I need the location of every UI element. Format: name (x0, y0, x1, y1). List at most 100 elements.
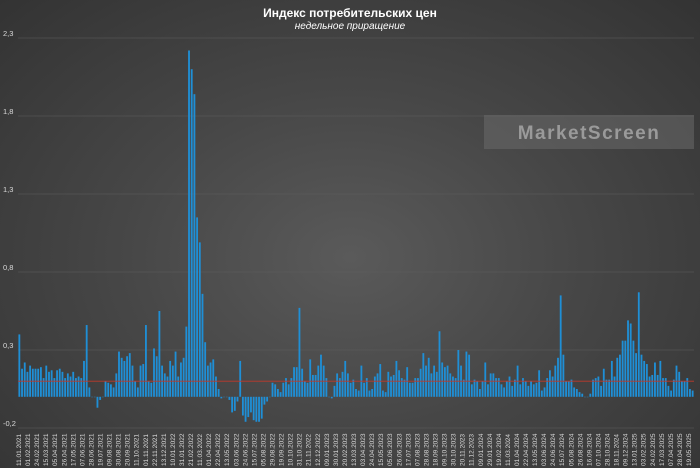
x-tick-label: 31.01.2022 (179, 433, 186, 466)
bar (387, 371, 390, 397)
x-tick-label: 07.04.2025 (668, 433, 675, 466)
bar (683, 381, 686, 397)
x-tick-label: 16.09.2024 (586, 433, 593, 466)
bar (285, 378, 287, 397)
x-tick-label: 19.02.2024 (496, 433, 503, 466)
bar (643, 360, 646, 397)
x-tick-label: 26.06.2023 (396, 433, 403, 466)
x-tick-label: 03.04.2023 (360, 433, 367, 466)
bar (495, 378, 497, 397)
bar (462, 379, 465, 397)
x-tick-label: 09.10.2023 (442, 433, 449, 466)
x-tick-label: 09.01.2024 (478, 433, 485, 466)
bar (50, 370, 53, 397)
bar (443, 367, 446, 397)
x-tick-label: 09.12.2024 (623, 433, 630, 466)
bar (166, 376, 169, 397)
bar (204, 342, 207, 397)
bar (282, 382, 285, 397)
bar-layer (18, 50, 694, 422)
watermark-text: MarketScreen (518, 123, 661, 144)
bar (169, 360, 172, 397)
bar (538, 370, 541, 397)
bar (457, 350, 460, 397)
bar (145, 325, 147, 397)
bar (142, 364, 145, 397)
bar (163, 373, 166, 397)
x-tick-label: 24.02.2021 (34, 433, 41, 466)
bar (449, 373, 452, 397)
x-tick-label: 10.01.2022 (170, 433, 177, 466)
bar (357, 390, 360, 397)
bar (562, 354, 565, 397)
bar (419, 368, 422, 397)
bar (31, 368, 34, 397)
bar (104, 381, 107, 397)
bar (150, 382, 153, 397)
bar (290, 378, 293, 397)
bar (177, 376, 180, 397)
bar (570, 379, 573, 397)
bar (438, 331, 441, 397)
x-tick-label: 26.08.2024 (577, 433, 584, 466)
x-tick-label: 11.03.2022 (197, 434, 204, 466)
bar (37, 368, 40, 397)
bar (247, 396, 250, 418)
y-tick-label: 1,8 (3, 107, 13, 116)
bar (231, 396, 234, 413)
bar (417, 378, 419, 397)
bar (352, 379, 355, 397)
x-tick-label: 17.07.2023 (405, 433, 412, 466)
bar (77, 376, 80, 397)
bar (72, 371, 75, 397)
bar (217, 389, 220, 397)
x-tick-label: 15.05.2023 (378, 433, 385, 466)
x-tick-label: 19.07.2021 (97, 433, 104, 466)
x-tick-label: 05.06.2023 (387, 433, 394, 466)
bar (473, 379, 476, 397)
bar (411, 382, 414, 397)
bar (680, 381, 683, 397)
grid-layer (18, 37, 694, 429)
x-tick-label: 22.04.2024 (523, 433, 530, 466)
bar (263, 396, 266, 405)
bar (522, 378, 524, 397)
bar (373, 376, 376, 397)
bar (66, 373, 69, 397)
bar (115, 373, 118, 397)
bar (112, 387, 115, 397)
x-tick-label: 30.10.2023 (451, 433, 458, 466)
bar (664, 378, 667, 397)
bar (543, 387, 546, 397)
x-tick-label: 18.11.2024 (614, 434, 621, 466)
y-tick-label: 0,3 (3, 341, 13, 350)
bar (298, 307, 301, 397)
x-tick-label: 01.04.2022 (206, 433, 213, 466)
bar (487, 384, 489, 397)
y-axis: -0,2 0,3 0,8 1,3 1,8 2,3 (3, 29, 16, 428)
x-tick-label: 19.05.2025 (686, 433, 693, 466)
x-tick-label: 17.03.2025 (659, 433, 666, 466)
bar (478, 389, 481, 397)
bar (314, 374, 317, 397)
bar (662, 378, 664, 397)
bar (96, 396, 99, 408)
bar (452, 376, 454, 397)
bar (527, 385, 530, 397)
x-tick-label: 10.10.2022 (288, 433, 295, 466)
bar (18, 334, 21, 397)
x-tick-label: 21.02.2022 (188, 433, 195, 466)
bar (83, 360, 85, 397)
bar (481, 381, 484, 397)
x-tick-label: 11.12.2023 (469, 434, 476, 466)
bar (23, 362, 26, 397)
bar (258, 396, 260, 422)
x-tick-label: 20.09.2021 (125, 433, 132, 466)
bar (295, 367, 298, 397)
x-tick-label: 15.07.2024 (559, 433, 566, 466)
x-tick-label: 18.09.2023 (432, 433, 439, 466)
bar (244, 396, 247, 422)
x-tick-label: 13.12.2021 (161, 433, 168, 466)
bar (672, 379, 675, 397)
bar (355, 389, 357, 397)
